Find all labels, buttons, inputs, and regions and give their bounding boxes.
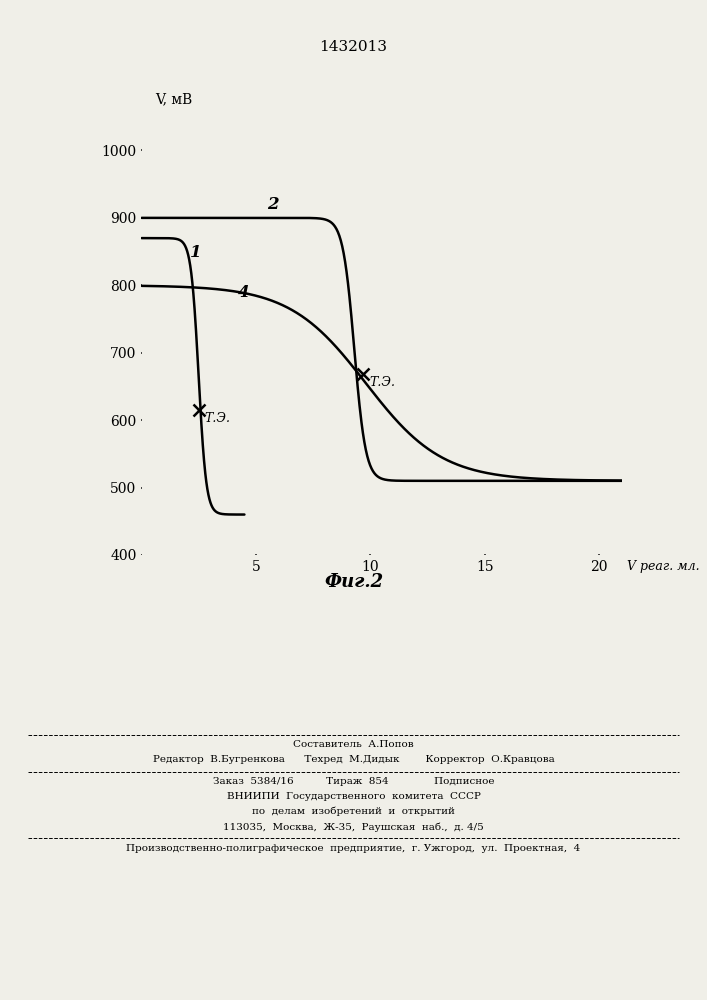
Text: Т.Э.: Т.Э. bbox=[369, 376, 395, 389]
Text: по  делам  изобретений  и  открытий: по делам изобретений и открытий bbox=[252, 807, 455, 816]
Text: Фиг.2: Фиг.2 bbox=[324, 573, 383, 591]
Text: 113035,  Москва,  Ж-35,  Раушская  наб.,  д. 4/5: 113035, Москва, Ж-35, Раушская наб., д. … bbox=[223, 822, 484, 832]
Text: V, мВ: V, мВ bbox=[155, 93, 192, 107]
Text: 4: 4 bbox=[238, 284, 249, 301]
Text: Составитель  А.Попов: Составитель А.Попов bbox=[293, 740, 414, 749]
Text: ВНИИПИ  Государственного  комитета  СССР: ВНИИПИ Государственного комитета СССР bbox=[226, 792, 481, 801]
Text: 1: 1 bbox=[189, 244, 201, 261]
Text: 1432013: 1432013 bbox=[320, 40, 387, 54]
Text: 2: 2 bbox=[267, 196, 279, 213]
Text: Т.Э.: Т.Э. bbox=[204, 412, 230, 425]
Text: Редактор  В.Бугренкова      Техред  М.Дидык        Корректор  О.Кравцова: Редактор В.Бугренкова Техред М.Дидык Кор… bbox=[153, 755, 554, 764]
Text: V реаг. мл.: V реаг. мл. bbox=[626, 560, 699, 573]
Text: Заказ  5384/16          Тираж  854              Подписное: Заказ 5384/16 Тираж 854 Подписное bbox=[213, 777, 494, 786]
Text: Производственно-полиграфическое  предприятие,  г. Ужгород,  ул.  Проектная,  4: Производственно-полиграфическое предприя… bbox=[127, 844, 580, 853]
